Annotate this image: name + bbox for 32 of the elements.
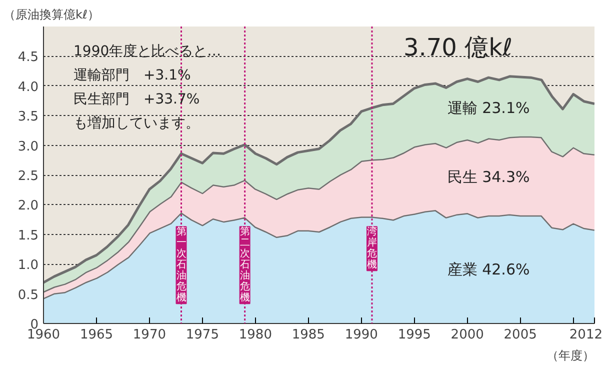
x-tick-label: 2012: [569, 328, 602, 342]
y-tick-label: 4.5: [18, 50, 39, 66]
x-tick-label: 1970: [132, 328, 166, 342]
x-tick-label: 1965: [80, 328, 114, 342]
y-tick-label: 1.5: [18, 228, 39, 244]
x-tick-label: 1995: [398, 328, 431, 342]
y-tick-label: 2.5: [18, 169, 39, 184]
y-tick-label: 3.0: [18, 139, 39, 154]
ref-line-label: 湾岸危機: [366, 226, 377, 271]
x-tick-label: 1975: [186, 328, 219, 342]
ref-line-label: 第一次石油危機: [176, 226, 186, 304]
y-tick-label: 4.0: [18, 80, 39, 95]
y-axis-title: （原油換算億kℓ）: [4, 8, 100, 22]
y-tick-label: 2.0: [18, 198, 39, 214]
x-axis-title: （年度）: [546, 348, 594, 362]
series-label: 運輸 23.1%: [447, 98, 530, 117]
annotation: 民生部門 +33.7%: [74, 92, 200, 108]
y-tick-label: 1.0: [18, 258, 39, 274]
y-tick-label: 0.5: [18, 288, 39, 303]
series-label: 民生 34.3%: [447, 168, 530, 186]
series-label: 産業 42.6%: [447, 260, 530, 278]
x-tick-label: 1990: [344, 328, 378, 342]
x-tick-label: 2005: [504, 328, 537, 342]
ref-line-label: 第二次石油危機: [240, 226, 250, 304]
annotation: 運輸部門 +3.1%: [74, 68, 191, 84]
annotation: 3.70 億kℓ: [404, 34, 512, 62]
x-tick-label: 1980: [238, 328, 272, 342]
annotation: も増加しています。: [74, 114, 200, 132]
x-tick-label: 2000: [450, 328, 484, 342]
y-tick-label: 3.5: [18, 110, 39, 125]
x-tick-label: 1985: [292, 328, 325, 342]
annotation: 1990年度と比べると…: [74, 44, 222, 60]
